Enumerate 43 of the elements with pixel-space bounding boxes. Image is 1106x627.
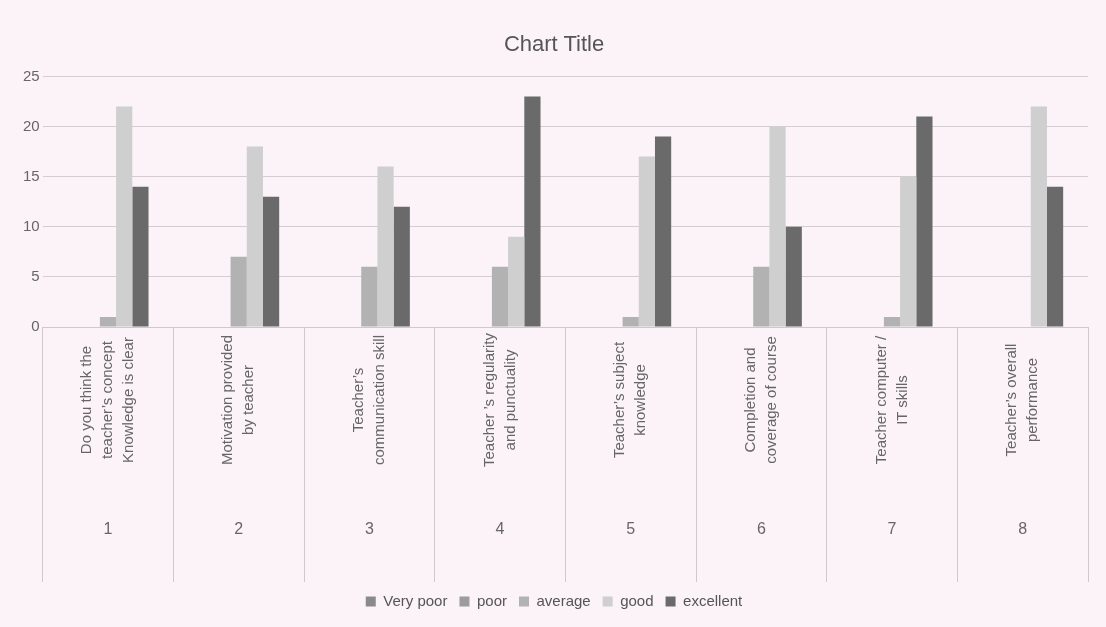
- text: 2: [234, 520, 244, 538]
- text: 8: [1018, 520, 1028, 538]
- bar: [1046, 186, 1064, 327]
- bar: [393, 206, 410, 327]
- bar: [883, 316, 901, 327]
- x-tick-label: Teacher’s communication skill: [348, 334, 387, 466]
- text: 7: [887, 520, 897, 538]
- bar: [99, 316, 117, 327]
- bar: [491, 266, 509, 327]
- bar: [785, 226, 802, 327]
- legend-label: Very poor: [383, 591, 448, 609]
- bar: [230, 256, 247, 327]
- bar: [132, 186, 149, 327]
- text: 5: [626, 520, 636, 538]
- text: 1: [103, 520, 113, 538]
- bar: [361, 266, 378, 327]
- text: 4: [495, 520, 505, 538]
- legend-label: good: [620, 591, 654, 609]
- legend-label: excellent: [683, 591, 744, 609]
- x-tick-label: Teacher’s subject knowledge: [610, 341, 649, 459]
- bar: [916, 116, 933, 327]
- x-tick-label: Teacher computer / IT skills: [871, 334, 910, 465]
- chart-title: Chart Title: [503, 31, 605, 57]
- x-tick-label: Teacher’s overall performance: [1002, 343, 1041, 457]
- bar: [262, 196, 280, 327]
- x-tick-label: Do you think the teacher’s concept Knowledge is clear: [77, 337, 137, 463]
- y-tick-label: 0: [31, 317, 40, 335]
- y-tick-label: 10: [23, 216, 40, 234]
- bar: [654, 136, 672, 327]
- x-tick-label: Motivation provided by teacher: [218, 334, 257, 466]
- bar: [524, 96, 541, 327]
- text: 6: [756, 520, 766, 538]
- y-tick-label: 5: [31, 267, 40, 285]
- legend-label: poor: [476, 591, 507, 609]
- bar: [622, 316, 639, 327]
- bar: [753, 266, 770, 327]
- x-tick-label: Teacher ’s regularity and punctuality: [479, 332, 518, 467]
- y-tick-label: 15: [23, 166, 40, 184]
- x-tick-label: Completion and coverage of course: [740, 336, 779, 464]
- y-tick-label: 25: [23, 66, 40, 84]
- text: 3: [364, 520, 374, 538]
- legend-label: average: [536, 591, 591, 609]
- y-tick-label: 20: [23, 116, 40, 134]
